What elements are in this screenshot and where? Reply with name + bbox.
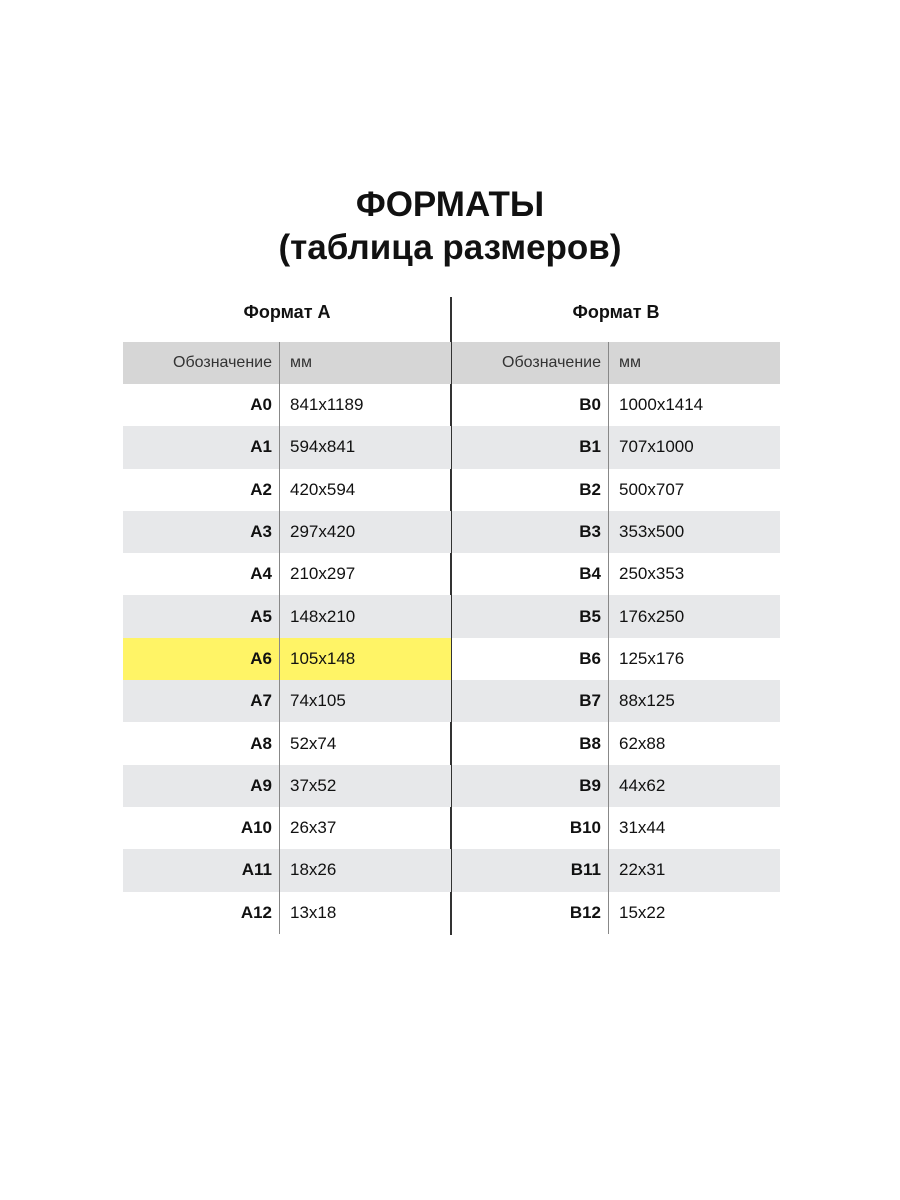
table-row: A5 148x210 <box>123 595 451 638</box>
format-designation: A11 <box>123 849 280 892</box>
format-size-mm: 1000x1414 <box>619 395 704 415</box>
header-mm: мм <box>290 354 312 371</box>
table-row: B11 22x31 <box>452 849 780 892</box>
table-row: A3 297x420 <box>123 510 451 554</box>
format-size-mm: 148x210 <box>290 606 356 626</box>
format-designation: A7 <box>123 680 280 723</box>
format-b-table: Формат B Обозначение мм B0 1000x1414 B1 707… <box>452 297 780 934</box>
table-row: A7 74x105 <box>123 680 451 723</box>
format-size-mm: 594x841 <box>290 437 356 457</box>
table-row: B5 176x250 <box>452 595 780 638</box>
table-row: A4 210x297 <box>123 553 451 596</box>
format-designation: B11 <box>452 849 609 892</box>
table-row: B1 707x1000 <box>452 426 780 469</box>
format-size-mm: 297x420 <box>290 522 356 542</box>
table-row: A9 37x52 <box>123 764 451 807</box>
format-size-mm: 176x250 <box>619 606 685 626</box>
format-designation: B7 <box>452 680 609 723</box>
table-row: B10 31x44 <box>452 806 780 850</box>
format-designation: B4 <box>452 553 609 596</box>
format-designation: A0 <box>123 384 280 427</box>
format-designation: A2 <box>123 468 280 511</box>
format-size-mm: 18x26 <box>290 860 337 880</box>
table-row: A11 18x26 <box>123 849 451 892</box>
format-designation: B9 <box>452 764 609 807</box>
format-designation: A5 <box>123 595 280 638</box>
format-a-table: Формат A Обозначение мм A0 841x1189 A1 594x… <box>123 297 451 934</box>
format-size-mm: 44x62 <box>619 775 666 795</box>
format-designation: A1 <box>123 426 280 469</box>
table-row: A1 594x841 <box>123 426 451 469</box>
format-size-mm: 74x105 <box>290 691 346 711</box>
format-size-mm: 13x18 <box>290 902 337 922</box>
format-size-mm: 210x297 <box>290 564 356 584</box>
table-row: B9 44x62 <box>452 764 780 807</box>
format-designation: B2 <box>452 468 609 511</box>
format-size-mm: 250x353 <box>619 564 685 584</box>
format-designation: B10 <box>452 806 609 850</box>
format-designation: A6 <box>123 637 280 681</box>
format-size-mm: 15x22 <box>619 902 666 922</box>
format-designation: A3 <box>123 510 280 554</box>
table-row: B4 250x353 <box>452 553 780 596</box>
format-size-mm: 52x74 <box>290 733 337 753</box>
table-row: A6 105x148 <box>123 637 451 681</box>
table-row: A10 26x37 <box>123 806 451 850</box>
format-designation: B5 <box>452 595 609 638</box>
table-row: B7 88x125 <box>452 680 780 723</box>
format-designation: B12 <box>452 891 609 934</box>
format-size-mm: 31x44 <box>619 818 666 838</box>
table-caption: Формат B <box>572 302 660 322</box>
header-mm: мм <box>619 354 641 371</box>
format-size-mm: 841x1189 <box>290 395 364 415</box>
format-size-mm: 105x148 <box>290 648 356 668</box>
table-row: B0 1000x1414 <box>452 384 780 427</box>
page-title: ФОРМАТЫ <box>355 185 545 224</box>
table-row: B3 353x500 <box>452 510 780 554</box>
table-caption: Формат A <box>243 302 331 322</box>
format-size-mm: 420x594 <box>290 479 356 499</box>
format-designation: A10 <box>123 806 280 850</box>
table-header-row: Обозначение мм <box>123 342 451 384</box>
format-size-mm: 62x88 <box>619 733 666 753</box>
table-row: B2 500x707 <box>452 468 780 511</box>
format-designation: A9 <box>123 764 280 807</box>
format-designation: B3 <box>452 510 609 554</box>
format-designation: A12 <box>123 891 280 934</box>
format-size-mm: 26x37 <box>290 818 337 838</box>
table-row: B6 125x176 <box>452 637 780 681</box>
format-size-mm: 37x52 <box>290 775 337 795</box>
format-size-mm: 88x125 <box>619 691 675 711</box>
format-designation: B6 <box>452 637 609 681</box>
format-size-mm: 22x31 <box>619 860 666 880</box>
format-designation: B8 <box>452 722 609 765</box>
format-size-mm: 500x707 <box>619 479 685 499</box>
page-subtitle: (таблица размеров) <box>278 228 622 267</box>
table-row: A2 420x594 <box>123 468 451 511</box>
format-designation: A8 <box>123 722 280 765</box>
format-designation: A4 <box>123 553 280 596</box>
table-row: A0 841x1189 <box>123 384 451 427</box>
format-size-mm: 353x500 <box>619 522 685 542</box>
table-row: A8 52x74 <box>123 722 451 765</box>
table-row: B12 15x22 <box>452 891 780 934</box>
header-designation: Обозначение <box>123 342 280 384</box>
format-size-mm: 707x1000 <box>619 437 694 457</box>
header-designation: Обозначение <box>452 342 609 384</box>
center-divider <box>450 297 452 935</box>
format-designation: B0 <box>452 384 609 427</box>
format-size-mm: 125x176 <box>619 648 685 668</box>
table-row: A12 13x18 <box>123 891 451 934</box>
table-row: B8 62x88 <box>452 722 780 765</box>
table-header-row: Обозначение мм <box>452 342 780 384</box>
format-designation: B1 <box>452 426 609 469</box>
